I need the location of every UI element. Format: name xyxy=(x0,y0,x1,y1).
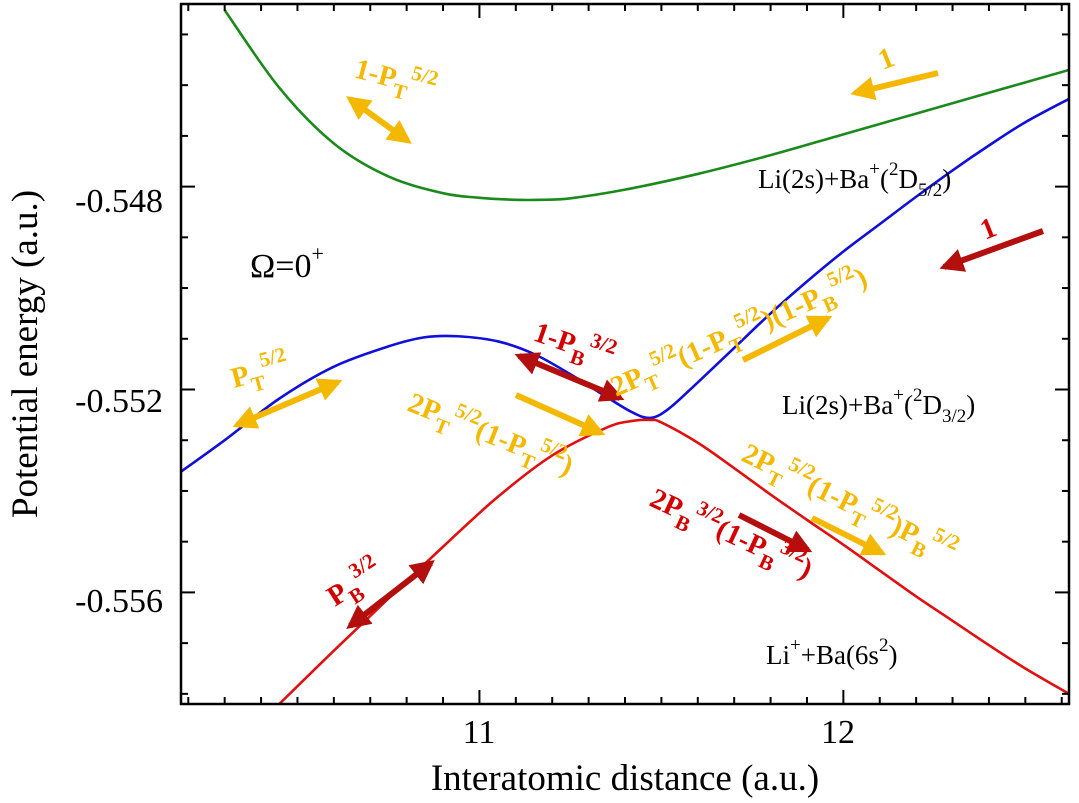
y-tick-label: -0.548 xyxy=(75,183,163,220)
omega-sup: + xyxy=(311,241,323,266)
x-axis-label: Interatomic distance (a.u.) xyxy=(431,758,819,799)
annotation-sup: 3/2 xyxy=(587,328,620,359)
annotation-sup: 5/2 xyxy=(929,522,964,555)
state-label-text: Li(2s)+Ba xyxy=(782,390,893,420)
arrow-yellow-blue-down xyxy=(514,392,606,437)
annotation-pb: PB3/2 xyxy=(318,548,392,618)
arrow-yellow-blue-out xyxy=(741,315,833,363)
state-label-text: ) xyxy=(888,640,897,670)
state-label-text: D xyxy=(922,390,942,420)
annotation-sup: 5/2 xyxy=(256,342,288,372)
state-label-sup: + xyxy=(790,635,801,656)
state-label-sup: 2 xyxy=(913,385,923,406)
annotation-part: )(1-P xyxy=(757,282,826,336)
state-label-text: ( xyxy=(880,164,889,194)
state-label-sup: + xyxy=(893,385,904,406)
state-label-text: ) xyxy=(942,164,951,194)
series-line-2 xyxy=(278,418,1069,704)
state-label-sub: 3/2 xyxy=(942,406,966,427)
series-line-0 xyxy=(223,9,1069,202)
state-label-d52: Li(2s)+Ba+(2D5/2) xyxy=(758,159,951,201)
arrow-red-lower-left xyxy=(346,560,435,629)
state-label-d32: Li(2s)+Ba+(2D3/2) xyxy=(782,385,975,427)
annotation-sup: 5/2 xyxy=(409,61,441,91)
annotation-one-minus-pb: 1-PB3/2 xyxy=(527,310,620,380)
state-label-text: Li(2s)+Ba xyxy=(758,164,869,194)
state-label-text: D xyxy=(898,164,918,194)
annotation-one-red: 1 xyxy=(976,211,1001,246)
state-label-sup: + xyxy=(869,159,880,180)
y-axis-label: Potential energy (a.u.) xyxy=(5,190,46,518)
annotation-sub: T xyxy=(390,78,410,105)
annotation-red-mid: 2PB3/2(1-PB3/2) xyxy=(642,476,820,592)
arrow-yellow-red-out xyxy=(810,515,887,556)
arrow-yellow-blue-left xyxy=(232,378,343,429)
arrow-yellow-green-bounce xyxy=(346,96,412,144)
annotation-mid-yellow: 2PT5/2(1-PT5/2) xyxy=(401,380,581,488)
omega-text: Ω=0 xyxy=(250,248,311,285)
arrow-red-blue-in xyxy=(939,228,1045,272)
annotation-sup: 3/2 xyxy=(344,548,380,583)
annotation-sub: T xyxy=(641,369,664,397)
annotation-part: (1-P xyxy=(673,323,733,373)
state-label-text: ( xyxy=(904,390,913,420)
x-tick-label: 11 xyxy=(463,714,496,751)
y-tick-label: -0.556 xyxy=(75,583,163,620)
curves xyxy=(181,9,1069,704)
state-label-sup: 2 xyxy=(889,159,899,180)
arrow-red-crossing xyxy=(514,352,625,402)
symmetry-label: Ω=0+ xyxy=(250,241,324,285)
annotation-one-minus-pt: 1-PT5/2 xyxy=(349,46,441,112)
ticks xyxy=(181,4,1069,704)
state-label-text: Li xyxy=(766,640,790,670)
state-label-sup: 2 xyxy=(879,635,889,656)
state-label-text: ) xyxy=(966,390,975,420)
annotation-sub: B xyxy=(819,290,842,318)
y-tick-label: -0.552 xyxy=(75,383,163,420)
annotation-sub: T xyxy=(726,331,749,359)
annotation-one-yellow: 1 xyxy=(874,41,899,76)
arrow-red-red-out xyxy=(737,512,813,553)
state-label-text: +Ba(6s xyxy=(801,640,879,670)
annotation-pt: PT5/2 xyxy=(226,342,294,402)
annotation-long-upper: 2PT5/2(1-PT5/2)(1-PB5/2) xyxy=(603,255,875,410)
x-tick-label: 12 xyxy=(821,714,855,751)
state-label-sub: 5/2 xyxy=(918,180,942,201)
series-line-1 xyxy=(181,97,1069,473)
state-label-6s2: Li++Ba(6s2) xyxy=(766,635,897,670)
arrow-yellow-green-in xyxy=(850,70,939,101)
annotation-sub: T xyxy=(249,370,269,397)
